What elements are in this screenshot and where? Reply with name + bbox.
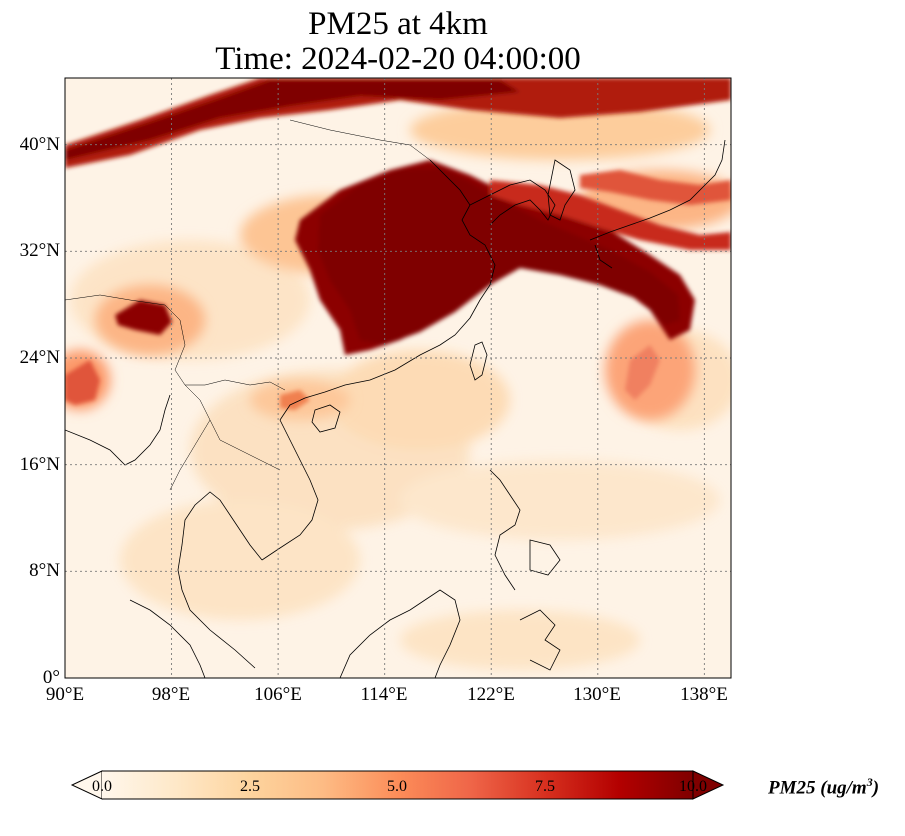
y-tick-label: 32°N [19, 240, 60, 261]
map-timestamp: Time: 2024-02-20 04:00:00 [215, 41, 581, 77]
graticule [65, 78, 731, 678]
y-tick-label: 8°N [29, 560, 60, 581]
map-title: PM25 at 4km [308, 6, 488, 42]
colorbar-label: PM25 (ug/m3) [768, 775, 880, 799]
y-tick-label: 24°N [19, 347, 60, 368]
y-tick-label: 0° [42, 667, 60, 688]
colorbar-ramp [102, 771, 693, 799]
x-tick-label: 90°E [45, 684, 85, 705]
colorbar-tick-label: 0.0 [92, 778, 112, 795]
coastlines [65, 119, 726, 678]
y-tick-label: 16°N [19, 454, 60, 475]
colorbar-tick-label: 10.0 [679, 778, 707, 795]
x-tick-label: 130°E [573, 684, 621, 705]
y-tick-label: 40°N [19, 134, 60, 155]
colorbar-tick-label: 5.0 [387, 778, 407, 795]
map-frame [64, 77, 732, 679]
x-tick-label: 98°E [151, 684, 191, 705]
x-tick-label: 114°E [360, 684, 408, 705]
colorbar-tick-label: 7.5 [535, 778, 555, 795]
colorbar-extend-max [692, 770, 725, 800]
x-tick-label: 106°E [254, 684, 302, 705]
colorbar-tick-label: 2.5 [240, 778, 260, 795]
x-tick-label: 138°E [680, 684, 728, 705]
x-tick-label: 122°E [467, 684, 515, 705]
colorbar [70, 770, 725, 800]
